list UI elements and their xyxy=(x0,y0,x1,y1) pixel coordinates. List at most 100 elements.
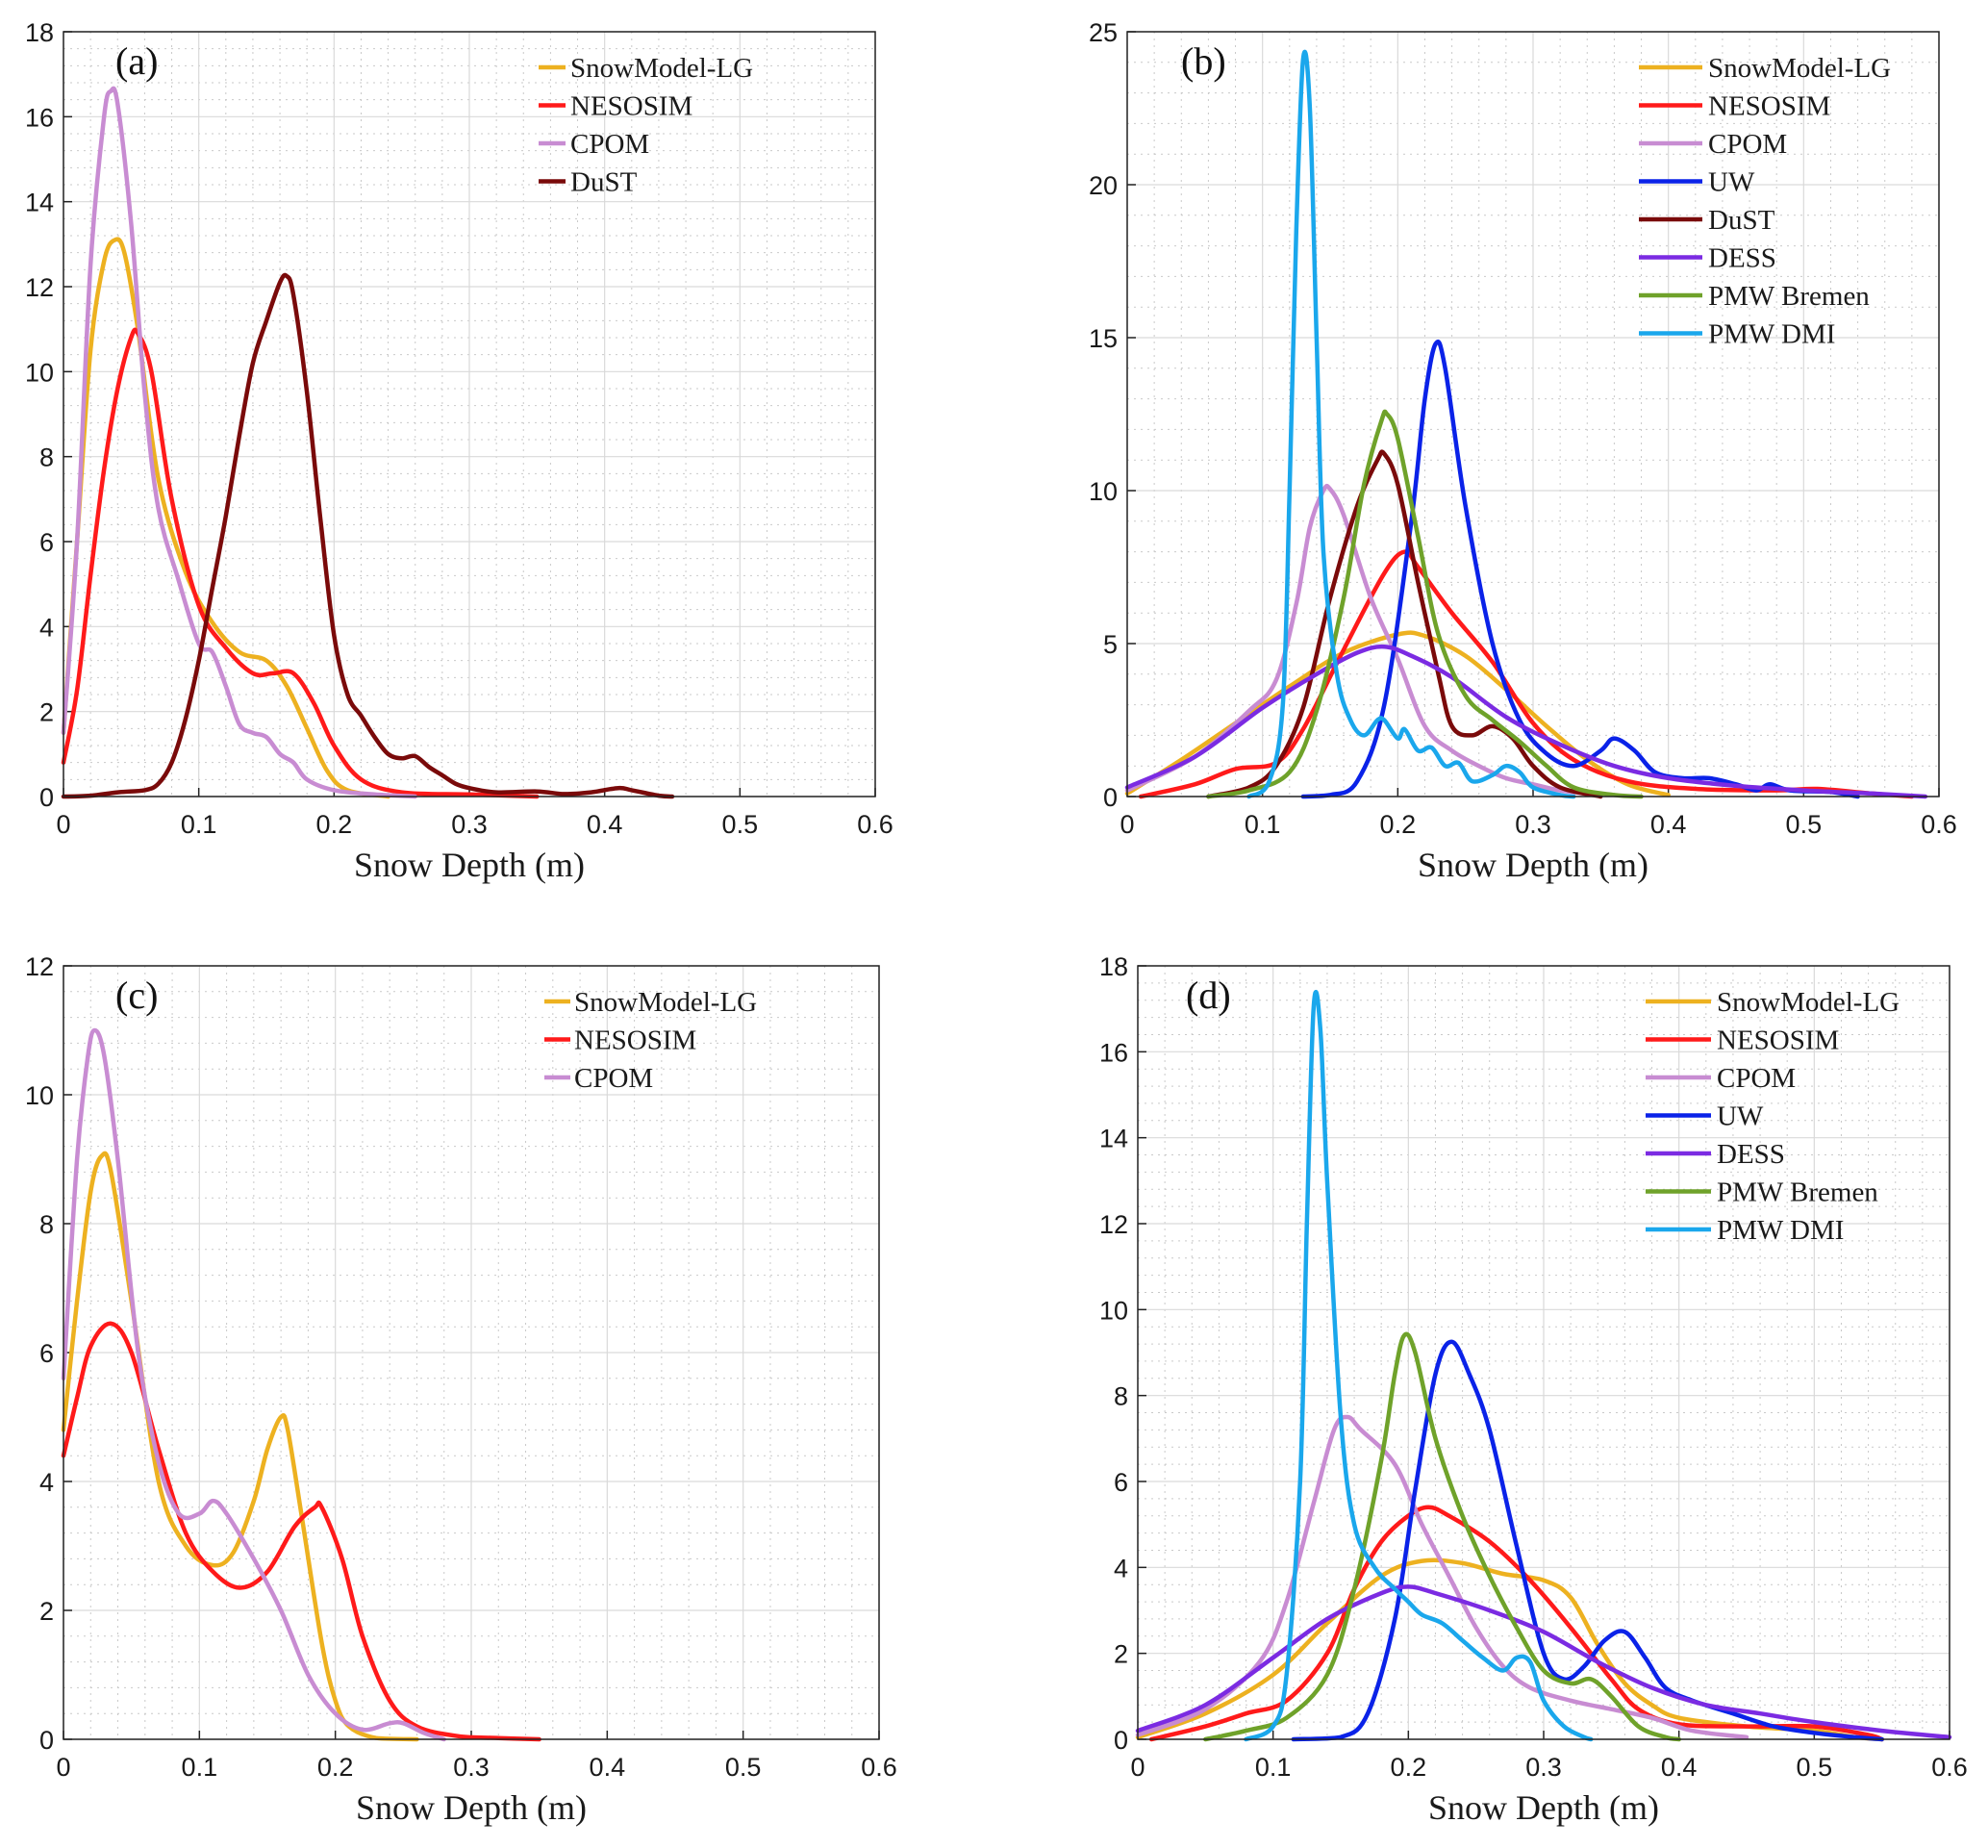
y-tick-label: 14 xyxy=(25,189,54,217)
legend-entry: DESS xyxy=(1708,243,1776,274)
y-tick-label: 4 xyxy=(39,613,54,642)
series-line-pmw-dmi xyxy=(1244,989,1594,1742)
legend-entry: SnowModel-LG xyxy=(1708,53,1891,84)
legend-entry: CPOM xyxy=(1717,1063,1796,1094)
x-tick-label: 0.1 xyxy=(182,1753,218,1782)
panel-label: (d) xyxy=(1186,974,1231,1017)
panel-label: (b) xyxy=(1181,39,1226,83)
y-tick-label: 6 xyxy=(39,1339,54,1368)
x-tick-label: 0.5 xyxy=(1786,810,1823,839)
plot-frame xyxy=(63,965,880,1740)
plot-frame xyxy=(1137,965,1950,1740)
series-line-pmw-dmi xyxy=(1246,49,1576,799)
x-tick-label: 0 xyxy=(56,810,70,839)
x-tick-label: 0.4 xyxy=(1650,810,1687,839)
legend-entry: NESOSIM xyxy=(570,91,692,122)
legend: SnowModel-LG NESOSIM CPOM DuST xyxy=(539,53,753,198)
x-tick-label: 0.6 xyxy=(1931,1753,1968,1782)
y-tick-label: 2 xyxy=(1114,1640,1128,1669)
x-tick-label: 0.4 xyxy=(1661,1753,1698,1782)
legend-entry: PMW DMI xyxy=(1708,319,1835,350)
legend-entry: CPOM xyxy=(570,129,649,160)
y-tick-label: 25 xyxy=(1089,18,1118,47)
y-tick-label: 4 xyxy=(39,1468,54,1497)
legend-entry: PMW DMI xyxy=(1717,1215,1844,1246)
legend-entry: CPOM xyxy=(574,1063,653,1094)
series-line-nesosim xyxy=(61,1321,541,1742)
y-tick-label: 10 xyxy=(1089,477,1118,506)
legend: SnowModel-LG NESOSIM CPOM UW DESS PMW Bremen P… xyxy=(1646,987,1900,1246)
legend-entry: DuST xyxy=(1708,205,1775,236)
legend: SnowModel-LG NESOSIM CPOM xyxy=(544,987,757,1094)
legend-entry: PMW Bremen xyxy=(1717,1177,1878,1208)
x-tick-label: 0.3 xyxy=(453,1753,490,1782)
panel-a: 0 0.1 0.2 0.3 0.4 0.5 0.6 0 2 4 6 8 10 12 14 16 18 (a) Sno… xyxy=(25,18,893,884)
legend-entry: UW xyxy=(1717,1101,1764,1132)
x-tick-label: 0.4 xyxy=(590,1753,626,1782)
x-tick-label: 0.6 xyxy=(861,1753,897,1782)
legend-entry: NESOSIM xyxy=(1708,91,1830,122)
panel-label: (a) xyxy=(115,39,158,83)
x-tick-label: 0.5 xyxy=(1797,1753,1833,1782)
x-tick-label: 0.5 xyxy=(722,810,759,839)
x-tick-label: 0.5 xyxy=(725,1753,762,1782)
y-tick-label: 12 xyxy=(25,273,54,302)
x-axis-label: Snow Depth (m) xyxy=(1428,1788,1659,1827)
x-axis-label: Snow Depth (m) xyxy=(1418,846,1648,884)
series-line-snowmodel-lg xyxy=(61,1151,419,1742)
x-tick-label: 0.2 xyxy=(1391,1753,1427,1782)
series-line-nesosim xyxy=(61,327,540,799)
y-tick-label: 8 xyxy=(39,1210,54,1239)
y-tick-label: 4 xyxy=(1114,1554,1128,1582)
x-tick-label: 0 xyxy=(1120,810,1134,839)
legend-entry: CPOM xyxy=(1708,129,1787,160)
x-tick-label: 0 xyxy=(56,1753,70,1782)
legend: SnowModel-LG NESOSIM CPOM UW DuST DESS PMW Bre… xyxy=(1639,53,1891,350)
y-tick-label: 10 xyxy=(1099,1296,1128,1325)
y-tick-label: 16 xyxy=(25,103,54,132)
y-tick-label: 18 xyxy=(1099,952,1128,981)
y-tick-label: 12 xyxy=(1099,1210,1128,1239)
y-tick-label: 0 xyxy=(39,783,54,812)
y-tick-label: 0 xyxy=(1114,1726,1128,1755)
legend-entry: SnowModel-LG xyxy=(574,987,757,1018)
series-line-dust xyxy=(61,272,675,799)
series-line-dess xyxy=(1124,644,1928,799)
legend-entry: NESOSIM xyxy=(574,1025,696,1056)
panel-b: 0 0.1 0.2 0.3 0.4 0.5 0.6 0 5 10 15 20 25 (b) SnowMode… xyxy=(1089,18,1957,884)
y-tick-label: 14 xyxy=(1099,1125,1128,1153)
y-tick-label: 12 xyxy=(25,952,54,981)
y-tick-label: 2 xyxy=(39,698,54,727)
plot-frame xyxy=(63,31,876,797)
series-line-cpom xyxy=(61,86,417,799)
x-tick-label: 0.2 xyxy=(1380,810,1417,839)
series-line-pmw-bremen xyxy=(1203,1331,1681,1742)
legend-entry: DuST xyxy=(570,167,638,198)
x-tick-label: 0.2 xyxy=(316,810,353,839)
x-tick-label: 0.6 xyxy=(1921,810,1957,839)
x-axis-label: Snow Depth (m) xyxy=(354,846,585,884)
panel-c: 0 0.1 0.2 0.3 0.4 0.5 0.6 0 2 4 6 8 10 12 (c) SnowModel… xyxy=(25,952,897,1827)
x-tick-label: 0.2 xyxy=(317,1753,354,1782)
x-tick-label: 0.3 xyxy=(1525,1753,1562,1782)
y-tick-label: 16 xyxy=(1099,1038,1128,1067)
x-tick-label: 0.1 xyxy=(1245,810,1281,839)
y-tick-label: 10 xyxy=(25,358,54,387)
x-tick-label: 0.3 xyxy=(451,810,488,839)
panel-d: 0 0.1 0.2 0.3 0.4 0.5 0.6 0 2 4 6 8 10 12 14 16 18 (d) Sno… xyxy=(1099,952,1968,1827)
series-line-dust xyxy=(1206,449,1603,799)
legend-entry: SnowModel-LG xyxy=(570,53,753,84)
x-tick-label: 0.6 xyxy=(857,810,893,839)
plot-frame xyxy=(1126,31,1940,797)
y-tick-label: 2 xyxy=(39,1597,54,1626)
y-tick-label: 6 xyxy=(39,528,54,557)
series-line-snowmodel-lg xyxy=(61,237,390,799)
y-tick-label: 18 xyxy=(25,18,54,47)
x-axis-label: Snow Depth (m) xyxy=(356,1788,587,1827)
legend-entry: DESS xyxy=(1717,1139,1785,1170)
legend-entry: PMW Bremen xyxy=(1708,281,1870,312)
x-tick-label: 0.1 xyxy=(1255,1753,1292,1782)
y-tick-label: 10 xyxy=(25,1081,54,1110)
panel-label: (c) xyxy=(115,974,158,1017)
